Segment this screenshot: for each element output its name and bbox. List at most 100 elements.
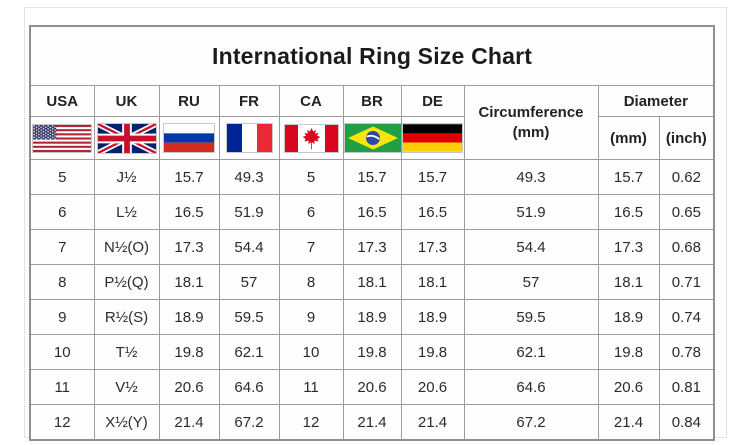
usa-flag-cell xyxy=(29,116,95,160)
ring-size-chart-table: International Ring Size Chart USA UK RU … xyxy=(29,25,716,441)
table-row: 7 N½(O) 17.3 54.4 7 17.3 17.3 54.4 17.3 … xyxy=(29,229,715,265)
canada-flag-cell xyxy=(278,116,344,160)
diameter-mm-cell: 18.9 xyxy=(597,299,660,335)
column-header-usa: USA xyxy=(29,85,95,117)
diameter-mm-cell: 15.7 xyxy=(597,159,660,195)
column-header-diameter: Diameter xyxy=(597,85,715,117)
br-size-cell: 21.4 xyxy=(342,404,402,441)
table-body: 5 J½ 15.7 49.3 5 15.7 15.7 49.3 15.7 0.6… xyxy=(29,159,715,441)
usa-size-cell: 7 xyxy=(29,229,95,265)
usa-size-cell: 5 xyxy=(29,159,95,195)
usa-size-cell: 12 xyxy=(29,404,95,441)
table-row: 12 X½(Y) 21.4 67.2 12 21.4 21.4 67.2 21.… xyxy=(29,404,715,441)
usa-size-cell: 10 xyxy=(29,334,95,370)
circumference-cell: 54.4 xyxy=(463,229,599,265)
country-code-header-row: USA UK RU FR CA BR DE Circumference (mm)… xyxy=(29,85,715,160)
diameter-inch-header: (inch) xyxy=(658,116,715,160)
column-header-br: BR xyxy=(342,85,402,117)
russia-flag-cell xyxy=(158,116,220,160)
de-size-cell: 20.6 xyxy=(400,369,465,405)
brazil-flag-icon xyxy=(344,123,400,153)
circumference-cell: 62.1 xyxy=(463,334,599,370)
russia-flag-icon xyxy=(163,123,215,153)
uk-size-cell: T½ xyxy=(93,334,160,370)
br-size-cell: 17.3 xyxy=(342,229,402,265)
uk-size-cell: L½ xyxy=(93,194,160,230)
ru-size-cell: 16.5 xyxy=(158,194,220,230)
diameter-mm-cell: 16.5 xyxy=(597,194,660,230)
flag-header-row: (mm) (inch) xyxy=(29,116,715,160)
uk-size-cell: X½(Y) xyxy=(93,404,160,441)
circumference-cell: 59.5 xyxy=(463,299,599,335)
column-header-uk: UK xyxy=(93,85,160,117)
br-size-cell: 15.7 xyxy=(342,159,402,195)
usa-size-cell: 6 xyxy=(29,194,95,230)
fr-size-cell: 59.5 xyxy=(218,299,280,335)
fr-size-cell: 54.4 xyxy=(218,229,280,265)
diameter-inch-cell: 0.78 xyxy=(658,334,715,370)
fr-size-cell: 62.1 xyxy=(218,334,280,370)
title-row: International Ring Size Chart xyxy=(29,25,715,86)
circumference-cell: 57 xyxy=(463,264,599,300)
column-header-de: DE xyxy=(400,85,465,117)
de-size-cell: 17.3 xyxy=(400,229,465,265)
ru-size-cell: 17.3 xyxy=(158,229,220,265)
circumference-cell: 51.9 xyxy=(463,194,599,230)
diameter-mm-cell: 19.8 xyxy=(597,334,660,370)
de-size-cell: 15.7 xyxy=(400,159,465,195)
column-header-ru: RU xyxy=(158,85,220,117)
diameter-inch-cell: 0.71 xyxy=(658,264,715,300)
de-size-cell: 19.8 xyxy=(400,334,465,370)
ru-size-cell: 19.8 xyxy=(158,334,220,370)
uk-size-cell: R½(S) xyxy=(93,299,160,335)
ca-size-cell: 12 xyxy=(278,404,344,441)
france-flag-cell xyxy=(218,116,280,160)
ru-size-cell: 18.1 xyxy=(158,264,220,300)
fr-size-cell: 51.9 xyxy=(218,194,280,230)
germany-flag-cell xyxy=(400,116,465,160)
diameter-inch-cell: 0.62 xyxy=(658,159,715,195)
circumference-cell: 64.6 xyxy=(463,369,599,405)
table-row: 6 L½ 16.5 51.9 6 16.5 16.5 51.9 16.5 0.6… xyxy=(29,194,715,230)
table-row: 9 R½(S) 18.9 59.5 9 18.9 18.9 59.5 18.9 … xyxy=(29,299,715,335)
usa-size-cell: 9 xyxy=(29,299,95,335)
fr-size-cell: 57 xyxy=(218,264,280,300)
br-size-cell: 16.5 xyxy=(342,194,402,230)
diameter-inch-cell: 0.84 xyxy=(658,404,715,441)
diameter-inch-cell: 0.65 xyxy=(658,194,715,230)
uk-flag-icon xyxy=(96,122,157,154)
br-size-cell: 19.8 xyxy=(342,334,402,370)
usa-size-cell: 11 xyxy=(29,369,95,405)
br-size-cell: 18.1 xyxy=(342,264,402,300)
chart-title: International Ring Size Chart xyxy=(29,25,715,86)
brazil-flag-cell xyxy=(342,116,402,160)
ca-size-cell: 7 xyxy=(278,229,344,265)
uk-size-cell: V½ xyxy=(93,369,160,405)
circumference-cell: 67.2 xyxy=(463,404,599,441)
germany-flag-icon xyxy=(402,123,463,153)
uk-size-cell: P½(Q) xyxy=(93,264,160,300)
usa-flag-icon xyxy=(32,123,93,153)
diameter-inch-cell: 0.74 xyxy=(658,299,715,335)
de-size-cell: 16.5 xyxy=(400,194,465,230)
uk-flag-cell xyxy=(93,116,160,160)
circumference-cell: 49.3 xyxy=(463,159,599,195)
diameter-mm-cell: 17.3 xyxy=(597,229,660,265)
fr-size-cell: 49.3 xyxy=(218,159,280,195)
table-row: 8 P½(Q) 18.1 57 8 18.1 18.1 57 18.1 0.71 xyxy=(29,264,715,300)
br-size-cell: 18.9 xyxy=(342,299,402,335)
ru-size-cell: 20.6 xyxy=(158,369,220,405)
diameter-mm-cell: 20.6 xyxy=(597,369,660,405)
de-size-cell: 21.4 xyxy=(400,404,465,441)
usa-size-cell: 8 xyxy=(29,264,95,300)
ca-size-cell: 9 xyxy=(278,299,344,335)
de-size-cell: 18.1 xyxy=(400,264,465,300)
column-header-ca: CA xyxy=(278,85,344,117)
ru-size-cell: 15.7 xyxy=(158,159,220,195)
ca-size-cell: 6 xyxy=(278,194,344,230)
diameter-mm-cell: 18.1 xyxy=(597,264,660,300)
column-header-circumference: Circumference (mm) xyxy=(463,85,599,160)
uk-size-cell: J½ xyxy=(93,159,160,195)
fr-size-cell: 64.6 xyxy=(218,369,280,405)
circumference-label: Circumference xyxy=(478,104,584,121)
